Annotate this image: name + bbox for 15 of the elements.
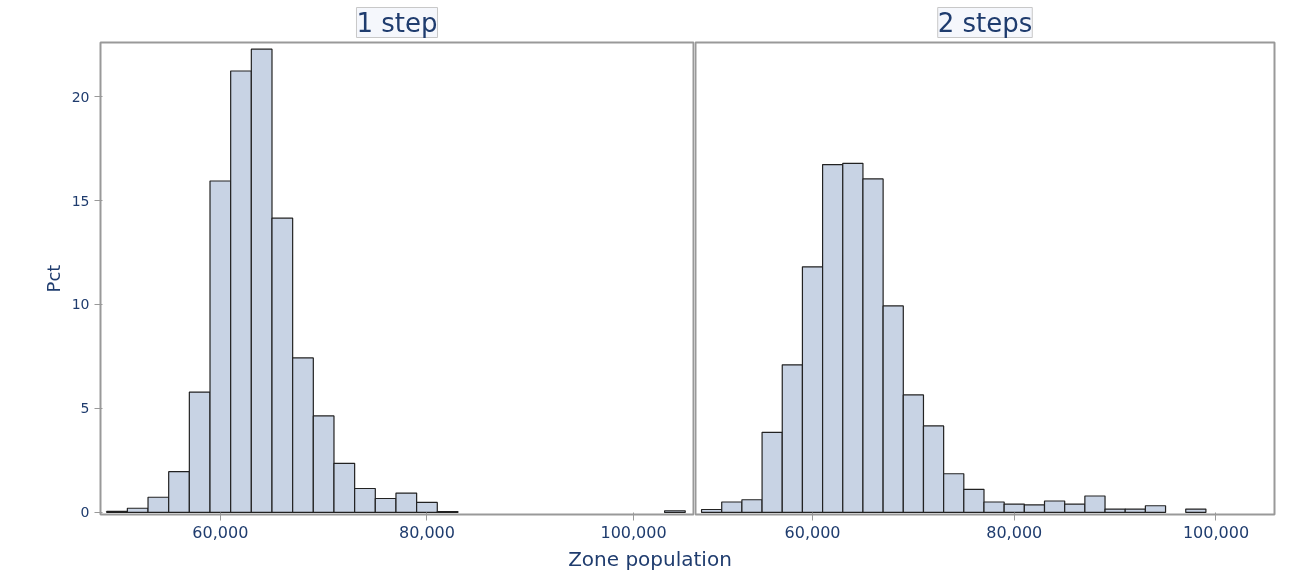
x-tick-label: 60,000	[784, 522, 841, 542]
x-tick-label: 80,000	[398, 522, 455, 542]
x-axis-title: Zone population	[568, 546, 732, 573]
x-tick-label: 80,000	[986, 522, 1043, 542]
x-tick-label: 60,000	[192, 522, 249, 542]
chart-title: 1 step	[356, 7, 438, 38]
y-tick-label: 5	[80, 400, 90, 417]
y-tick-label: 10	[71, 296, 90, 313]
y-tick-label: 20	[71, 88, 90, 105]
chart-title: 2 steps	[937, 7, 1033, 38]
y-tick-label: 15	[71, 192, 90, 209]
x-tick-label: 100,000	[600, 522, 667, 542]
y-tick-label: 0	[80, 504, 90, 521]
y-axis-title: Pct	[42, 264, 64, 293]
x-tick-label: 100,000	[1182, 522, 1250, 542]
